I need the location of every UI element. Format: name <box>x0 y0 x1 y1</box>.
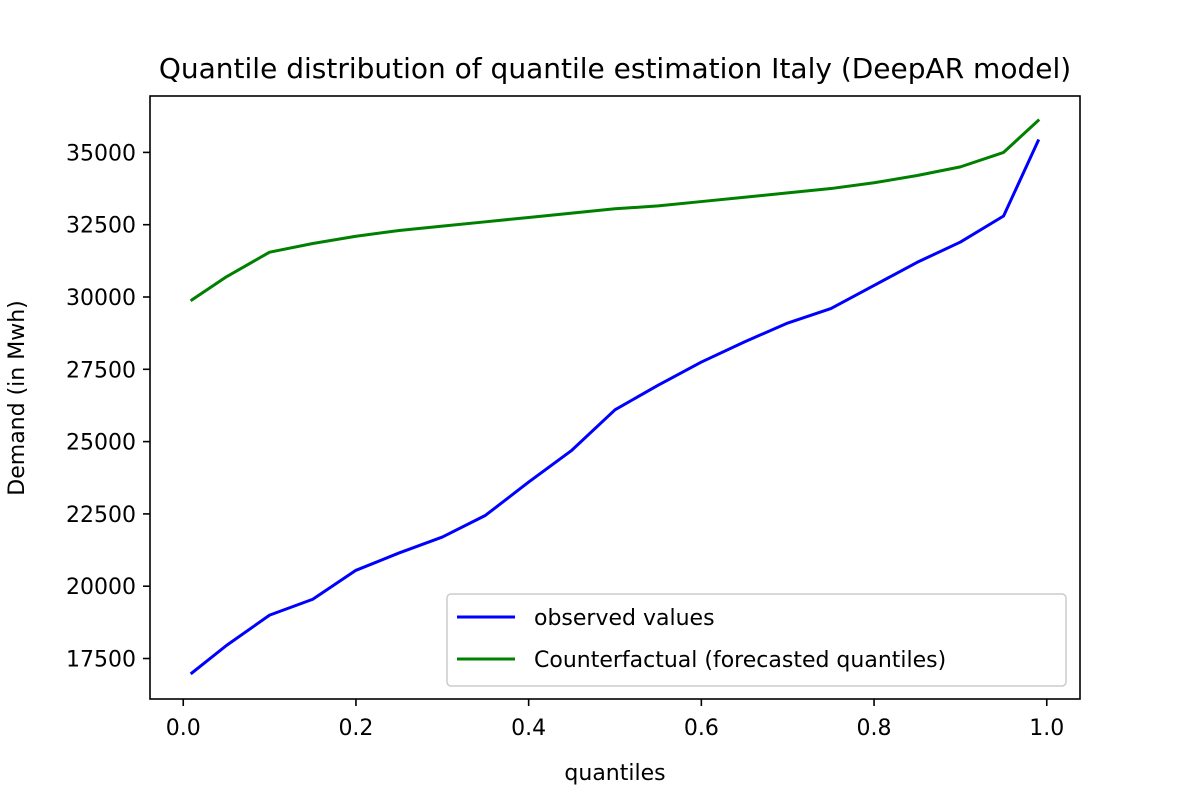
y-axis-label: Demand (in Mwh) <box>5 300 30 495</box>
series-layer <box>189 118 1041 676</box>
legend-box <box>446 593 1067 687</box>
y-tick-label: 22500 <box>66 503 136 528</box>
chart-title: Quantile distribution of quantile estima… <box>159 52 1071 85</box>
x-tick-label: 0.4 <box>511 716 546 741</box>
x-axis: 0.0 0.2 0.4 0.6 0.8 1.0 <box>166 699 1064 741</box>
series-line-counterfactual <box>189 118 1041 302</box>
y-axis: 17500 20000 22500 25000 27500 30000 32500 35000 <box>66 141 150 673</box>
series-line-observed <box>189 138 1041 676</box>
legend-label-observed: observed values <box>534 606 715 631</box>
y-tick-label: 27500 <box>66 358 136 383</box>
x-tick-label: 0.0 <box>166 716 201 741</box>
legend-label-counterfactual: Counterfactual (forecasted quantiles) <box>534 648 946 673</box>
x-axis-label: quantiles <box>564 761 665 786</box>
x-tick-label: 1.0 <box>1029 716 1064 741</box>
y-tick-label: 32500 <box>66 214 136 239</box>
y-tick-label: 20000 <box>66 575 136 600</box>
y-tick-label: 17500 <box>66 648 136 673</box>
x-tick-label: 0.8 <box>857 716 892 741</box>
plot-frame <box>149 95 1081 700</box>
x-tick-label: 0.2 <box>338 716 373 741</box>
y-tick-label: 30000 <box>66 286 136 311</box>
y-tick-label: 35000 <box>66 141 136 166</box>
y-tick-label: 25000 <box>66 431 136 456</box>
x-tick-label: 0.6 <box>684 716 719 741</box>
legend: observed values Counterfactual (forecast… <box>446 593 1067 687</box>
